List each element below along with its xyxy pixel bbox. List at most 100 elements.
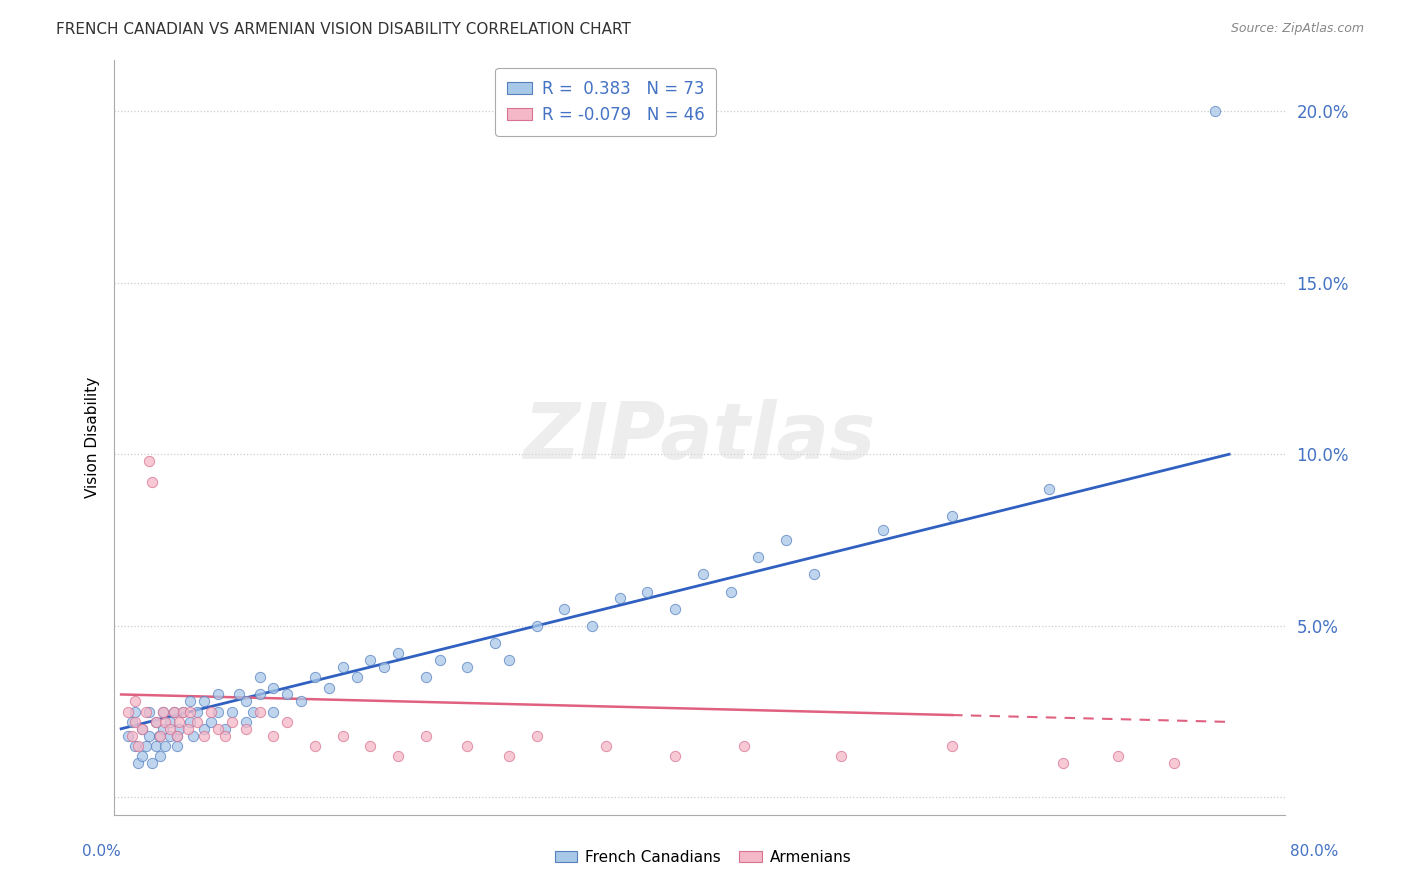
Point [242,705,264,719]
Point [179,694,201,708]
Point [141,475,163,489]
Point [152,705,174,719]
Point [803,567,825,582]
Point [1107,749,1129,764]
Text: 80.0%: 80.0% [1291,845,1339,859]
Point [193,722,215,736]
Point [498,749,520,764]
Point [159,722,181,736]
Point [149,749,172,764]
Point [117,729,139,743]
Point [155,739,177,753]
Point [304,739,326,753]
Point [124,694,146,708]
Text: ZIPatlas: ZIPatlas [523,399,876,475]
Point [332,729,354,743]
Point [138,729,160,743]
Y-axis label: Vision Disability: Vision Disability [86,376,100,498]
Point [276,688,298,702]
Point [553,601,575,615]
Point [262,681,284,695]
Point [127,739,149,753]
Point [221,714,243,729]
Point [262,729,284,743]
Point [692,567,714,582]
Point [124,739,146,753]
Point [186,705,208,719]
Point [304,670,326,684]
Point [159,729,181,743]
Point [179,714,201,729]
Point [941,508,963,523]
Point [145,739,167,753]
Point [124,714,146,729]
Point [155,714,177,729]
Point [163,705,186,719]
Point [145,714,167,729]
Text: 0.0%: 0.0% [82,845,121,859]
Point [214,729,236,743]
Point [733,739,755,753]
Point [484,636,506,650]
Point [1204,104,1226,119]
Point [228,688,250,702]
Point [872,523,894,537]
Point [138,454,160,468]
Point [720,584,742,599]
Point [166,729,188,743]
Point [664,601,686,615]
Point [429,653,451,667]
Legend: French Canadians, Armenians: French Canadians, Armenians [548,844,858,871]
Point [135,705,157,719]
Point [249,705,271,719]
Point [200,705,222,719]
Point [172,705,194,719]
Point [166,739,188,753]
Point [200,714,222,729]
Point [387,749,409,764]
Text: FRENCH CANADIAN VS ARMENIAN VISION DISABILITY CORRELATION CHART: FRENCH CANADIAN VS ARMENIAN VISION DISAB… [56,22,631,37]
Point [193,729,215,743]
Point [249,688,271,702]
Point [221,705,243,719]
Point [581,619,603,633]
Point [193,694,215,708]
Point [131,722,153,736]
Point [526,729,548,743]
Point [1052,756,1074,770]
Point [941,739,963,753]
Point [124,705,146,719]
Point [127,756,149,770]
Point [373,660,395,674]
Point [775,533,797,547]
Point [121,729,143,743]
Point [262,705,284,719]
Point [149,729,172,743]
Point [207,722,229,736]
Point [235,722,257,736]
Point [276,714,298,729]
Point [498,653,520,667]
Point [163,705,186,719]
Point [181,729,204,743]
Point [148,729,170,743]
Point [207,688,229,702]
Point [595,739,617,753]
Text: Source: ZipAtlas.com: Source: ZipAtlas.com [1230,22,1364,36]
Point [415,670,437,684]
Point [664,749,686,764]
Point [159,714,181,729]
Point [207,705,229,719]
Point [131,722,153,736]
Point [169,714,191,729]
Point [141,756,163,770]
Legend: R =  0.383   N = 73, R = -0.079   N = 46: R = 0.383 N = 73, R = -0.079 N = 46 [495,68,716,136]
Point [249,670,271,684]
Point [359,653,381,667]
Point [415,729,437,743]
Point [172,705,194,719]
Point [1163,756,1185,770]
Point [636,584,658,599]
Point [179,705,201,719]
Point [1038,482,1060,496]
